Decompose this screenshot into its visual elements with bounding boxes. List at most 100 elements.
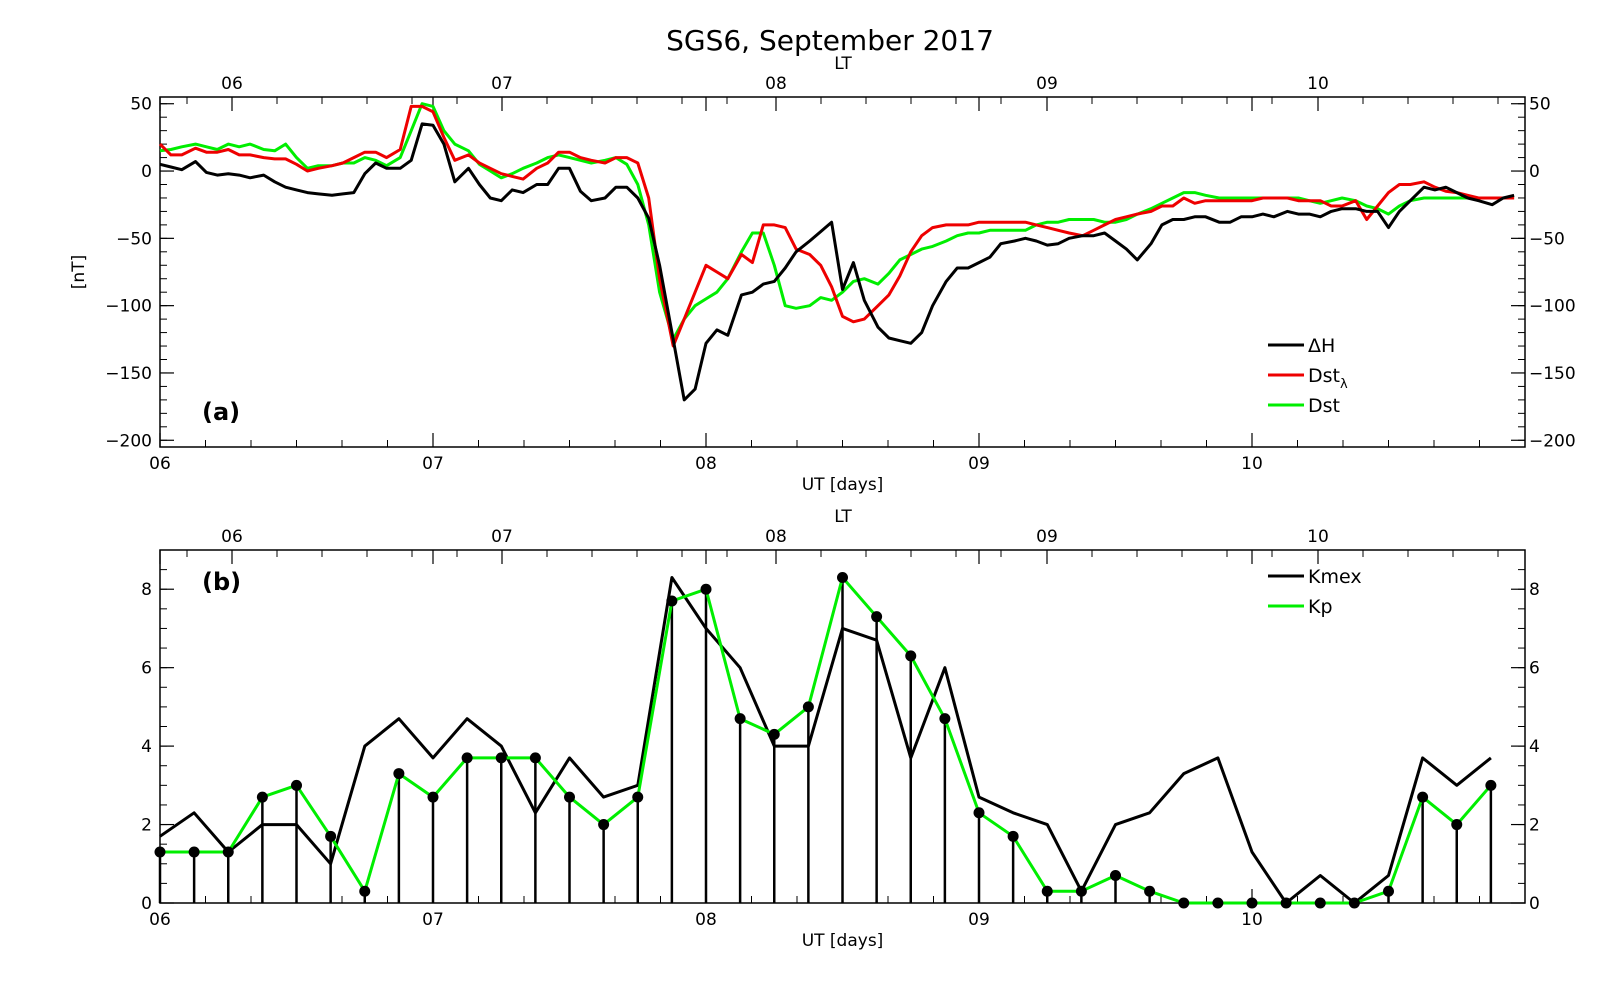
legend-label: Dst xyxy=(1308,395,1340,417)
y-tick-label-right: 4 xyxy=(1529,737,1540,757)
y-tick-label-right: −200 xyxy=(1529,431,1576,451)
kp-point xyxy=(188,846,200,858)
y-tick-label: 8 xyxy=(141,580,152,600)
x-tick-label: 08 xyxy=(695,454,717,474)
kp-point xyxy=(734,713,746,725)
kp-point xyxy=(1144,885,1156,897)
kp-point xyxy=(1417,791,1429,803)
kp-point xyxy=(1383,885,1394,897)
lt-tick-label: 08 xyxy=(765,74,787,94)
kp-point xyxy=(291,779,302,791)
kp-point xyxy=(393,768,405,780)
y-tick-label-right: 0 xyxy=(1529,162,1540,182)
lt-axis-title: LT xyxy=(834,54,852,74)
x-tick-label: 06 xyxy=(149,454,171,474)
kp-point xyxy=(1485,779,1497,791)
kp-point xyxy=(256,791,268,803)
y-tick-label-right: −100 xyxy=(1529,297,1576,317)
kp-point xyxy=(1110,870,1121,882)
x-axis-title: UT [days] xyxy=(802,475,884,495)
lt-tick-label: 06 xyxy=(221,74,243,94)
lt-tick-label: 06 xyxy=(221,527,243,547)
y-tick-label-right: 8 xyxy=(1529,580,1540,600)
kp-point xyxy=(802,701,814,713)
lt-tick-label: 09 xyxy=(1036,527,1058,547)
y-tick-label-right: 6 xyxy=(1529,659,1540,679)
kp-point xyxy=(700,583,712,595)
y-tick-label-right: 2 xyxy=(1529,816,1540,836)
kp-point xyxy=(1007,830,1019,842)
kp-point xyxy=(1178,897,1190,909)
x-axis-title: UT [days] xyxy=(802,931,884,951)
y-tick-label-right: −150 xyxy=(1529,364,1576,384)
kp-point xyxy=(1246,897,1258,909)
kp-point xyxy=(598,819,610,831)
y-tick-label: 0 xyxy=(141,162,152,182)
x-tick-label: 10 xyxy=(1241,910,1263,930)
lt-tick-label: 10 xyxy=(1307,527,1329,547)
x-tick-label: 07 xyxy=(422,454,444,474)
y-tick-label: −200 xyxy=(105,431,152,451)
y-tick-label: −150 xyxy=(105,364,152,384)
lt-tick-label: 07 xyxy=(491,527,513,547)
lt-tick-label: 08 xyxy=(765,527,787,547)
y-tick-label-right: 50 xyxy=(1529,95,1551,115)
y-tick-label: 6 xyxy=(141,659,152,679)
kp-point xyxy=(461,752,473,764)
kp-point xyxy=(1041,885,1053,897)
kp-point xyxy=(905,650,917,662)
kp-point xyxy=(1314,897,1326,909)
legend-label: ΔH xyxy=(1308,335,1335,357)
x-tick-label: 09 xyxy=(968,454,990,474)
kp-point xyxy=(1075,885,1087,897)
y-tick-label-right: 0 xyxy=(1529,894,1540,914)
y-tick-label: 2 xyxy=(141,816,152,836)
lt-tick-label: 09 xyxy=(1036,74,1058,94)
kp-point xyxy=(495,752,507,764)
x-tick-label: 09 xyxy=(968,910,990,930)
kp-point xyxy=(768,728,780,740)
kp-point xyxy=(1451,819,1463,831)
kp-point xyxy=(325,830,337,842)
y-tick-label: 0 xyxy=(141,894,152,914)
chart-title: SGS6, September 2017 xyxy=(666,24,994,57)
kp-point xyxy=(1280,897,1292,909)
x-tick-label: 07 xyxy=(422,910,444,930)
kp-point xyxy=(939,713,951,725)
x-tick-label: 08 xyxy=(695,910,717,930)
x-tick-label: 10 xyxy=(1241,454,1263,474)
panel-a: 06 07 08 09 10 UT [days] 06 07 08 09 10 LT 50 50 0 0 −50… xyxy=(69,54,1576,495)
kp-point xyxy=(973,807,985,819)
kp-point xyxy=(222,846,234,858)
legend-label: Dstλ xyxy=(1308,365,1348,392)
kp-point xyxy=(529,752,541,764)
lt-axis-title: LT xyxy=(834,507,852,527)
series-line-b-2 xyxy=(160,576,1493,905)
x-tick-label: 06 xyxy=(149,910,171,930)
lt-tick-label: 07 xyxy=(491,74,513,94)
kp-point xyxy=(666,595,678,607)
panel-label-a: (a) xyxy=(202,398,240,426)
kp-point xyxy=(359,885,371,897)
y-tick-label: 4 xyxy=(141,737,152,757)
series-line-a-2 xyxy=(158,104,1515,348)
y-tick-label: −100 xyxy=(105,297,152,317)
kp-point xyxy=(154,846,166,858)
y-tick-label: −50 xyxy=(116,229,152,249)
series-line-b-1 xyxy=(159,576,1492,905)
kp-point xyxy=(427,791,439,803)
legend-label: Kp xyxy=(1308,596,1333,618)
kp-point xyxy=(564,791,575,803)
y-axis-title: [nT] xyxy=(69,255,89,289)
legend-subscript: λ xyxy=(1340,377,1348,392)
kp-point xyxy=(1348,897,1360,909)
lt-tick-label: 10 xyxy=(1307,74,1329,94)
kp-point xyxy=(632,791,644,803)
y-tick-label: 50 xyxy=(130,95,152,115)
kp-point xyxy=(1212,897,1224,909)
panel-b: 06 07 08 09 10 UT [days] 06 07 08 09 10 LT 0 0 2 2 4 4 6 6 8… xyxy=(141,507,1540,951)
panel-label-b: (b) xyxy=(202,568,241,596)
kp-point xyxy=(837,571,848,583)
